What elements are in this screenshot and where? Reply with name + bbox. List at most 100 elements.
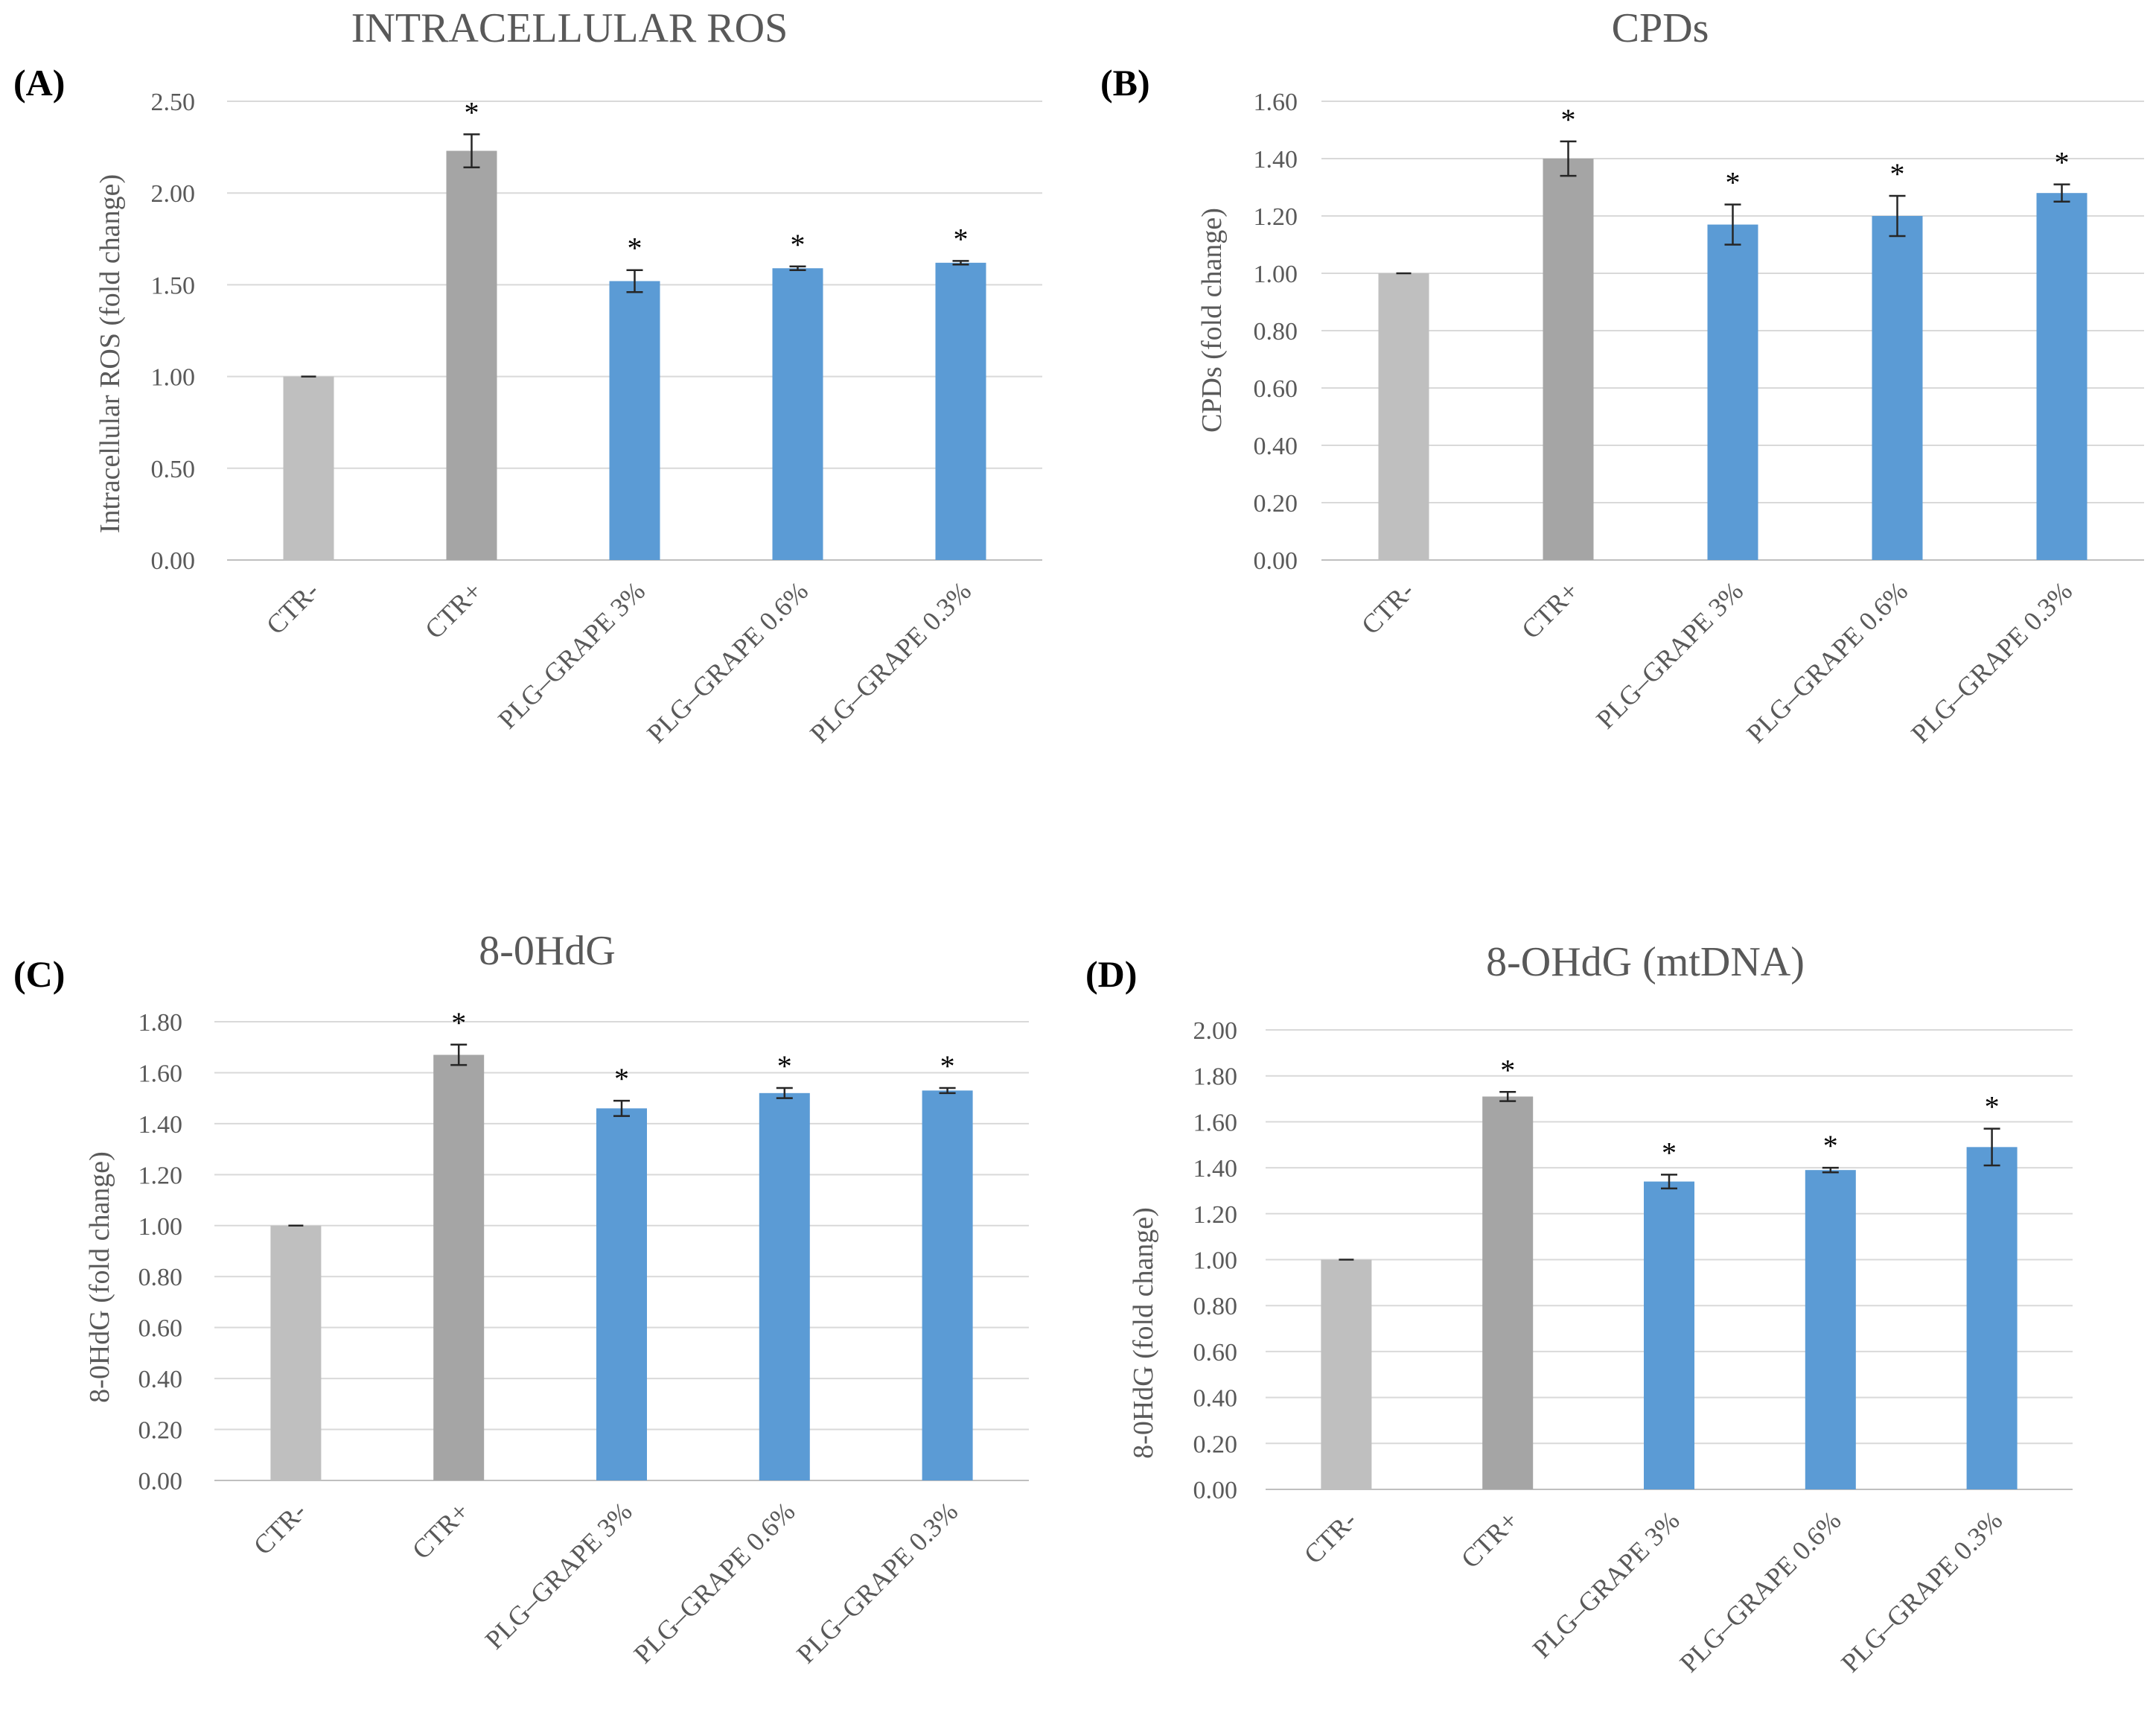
y-tick-label-c: 0.80	[138, 1264, 183, 1291]
bar-c	[922, 1090, 973, 1480]
panel-letter-b: (B)	[1100, 62, 1150, 104]
bar-b	[2036, 193, 2088, 560]
y-tick-label-d: 1.20	[1193, 1201, 1238, 1229]
y-tick-label-b: 1.20	[1254, 203, 1298, 231]
bar-d	[1966, 1147, 2018, 1489]
x-tick-label-b: CTR+	[1516, 576, 1584, 644]
bar-c	[270, 1225, 322, 1480]
y-tick-label-d: 0.00	[1193, 1477, 1238, 1504]
x-tick-label-c: CTR+	[406, 1496, 475, 1565]
significance-marker-c: *	[940, 1049, 955, 1083]
x-tick-label-b: PLG–GRAPE 0.3%	[1905, 576, 2078, 748]
bar-d	[1644, 1181, 1694, 1489]
y-tick-label-b: 1.00	[1254, 261, 1298, 288]
chart-title-d: 8-OHdG (mtDNA)	[1486, 939, 1805, 985]
bar-b	[1543, 159, 1594, 560]
y-tick-label-d: 2.00	[1193, 1017, 1238, 1045]
significance-marker-b: *	[1561, 103, 1576, 136]
y-tick-label-d: 1.80	[1193, 1063, 1238, 1091]
significance-marker-a: *	[954, 222, 969, 255]
bar-a	[609, 281, 660, 560]
x-tick-label-c: PLG–GRAPE 0.6%	[628, 1496, 801, 1669]
bar-c	[596, 1108, 647, 1480]
x-tick-label-b: PLG–GRAPE 3%	[1590, 576, 1749, 734]
y-axis-label-d: 8-0HdG (fold change)	[1128, 1207, 1159, 1459]
bar-c	[433, 1054, 485, 1480]
bar-b	[1872, 216, 1923, 560]
significance-marker-c: *	[614, 1062, 629, 1095]
significance-marker-b: *	[2055, 146, 2070, 179]
x-tick-label-a: CTR-	[261, 576, 325, 640]
significance-marker-d: *	[1662, 1136, 1677, 1169]
bar-c	[759, 1092, 810, 1480]
bar-d	[1482, 1096, 1534, 1489]
panel-letter-c: (C)	[13, 953, 65, 995]
y-tick-label-d: 0.40	[1193, 1385, 1238, 1413]
bar-d	[1805, 1170, 1856, 1489]
significance-marker-a: *	[628, 232, 642, 265]
y-tick-label-c: 0.40	[138, 1366, 183, 1393]
significance-marker-b: *	[1726, 166, 1741, 200]
bar-a	[446, 150, 497, 560]
y-tick-label-c: 0.00	[138, 1468, 183, 1495]
y-tick-label-c: 1.20	[138, 1162, 183, 1189]
y-tick-label-d: 1.60	[1193, 1109, 1238, 1136]
y-tick-label-a: 1.50	[151, 272, 196, 299]
bar-a	[935, 262, 986, 560]
y-tick-label-d: 0.60	[1193, 1339, 1238, 1367]
y-tick-label-c: 0.20	[138, 1417, 183, 1445]
y-tick-label-d: 1.00	[1193, 1247, 1238, 1275]
chart-title-c: 8-0HdG	[479, 928, 616, 974]
y-tick-label-c: 1.80	[138, 1009, 183, 1037]
x-tick-label-d: PLG–GRAPE 3%	[1527, 1505, 1685, 1664]
y-tick-label-a: 0.00	[151, 547, 196, 575]
y-tick-label-b: 1.40	[1254, 146, 1298, 174]
y-tick-label-b: 0.20	[1254, 490, 1298, 518]
significance-marker-a: *	[791, 228, 806, 261]
significance-marker-d: *	[1823, 1129, 1838, 1162]
x-tick-label-d: CTR-	[1298, 1505, 1362, 1569]
panel-letter-d: (D)	[1085, 953, 1137, 995]
y-tick-label-b: 0.80	[1254, 318, 1298, 346]
y-tick-label-a: 1.00	[151, 364, 196, 392]
y-tick-label-c: 0.60	[138, 1315, 183, 1343]
x-tick-label-d: PLG–GRAPE 0.3%	[1835, 1505, 2008, 1678]
y-tick-label-a: 2.50	[151, 89, 196, 116]
bar-a	[283, 376, 334, 560]
panel-b-chart: (B) CPDs CPDs (fold change) 0.00 0.20 0.40…	[1100, 5, 2144, 748]
significance-marker-c: *	[777, 1049, 792, 1083]
y-tick-label-d: 0.80	[1193, 1293, 1238, 1320]
x-tick-label-b: PLG–GRAPE 0.6%	[1741, 576, 1913, 748]
y-tick-label-a: 0.50	[151, 456, 196, 483]
y-tick-label-b: 0.60	[1254, 375, 1298, 403]
x-tick-label-c: CTR-	[248, 1496, 312, 1560]
y-tick-label-c: 1.60	[138, 1060, 183, 1087]
significance-marker-a: *	[465, 95, 479, 129]
chart-title-a: INTRACELLULAR ROS	[351, 5, 788, 51]
significance-marker-b: *	[1890, 157, 1905, 191]
significance-marker-d: *	[1985, 1090, 2000, 1124]
significance-marker-d: *	[1500, 1053, 1515, 1087]
x-tick-label-d: PLG–GRAPE 0.6%	[1674, 1505, 1847, 1678]
panel-c-chart: (C) 8-0HdG 8-0HdG (fold change) 0.00 0.20…	[13, 928, 1029, 1669]
x-tick-label-a: PLG–GRAPE 3%	[492, 576, 651, 734]
y-axis-label-c: 8-0HdG (fold change)	[84, 1151, 115, 1403]
y-axis-label-a: Intracellular ROS (fold change)	[95, 174, 126, 533]
y-tick-label-b: 0.00	[1254, 547, 1298, 575]
x-tick-label-a: CTR+	[419, 576, 488, 644]
y-tick-label-d: 0.20	[1193, 1431, 1238, 1458]
y-tick-label-c: 1.00	[138, 1213, 183, 1241]
y-axis-label-b: CPDs (fold change)	[1196, 208, 1228, 433]
panel-letter-a: (A)	[13, 62, 65, 104]
x-tick-label-a: PLG–GRAPE 0.6%	[641, 576, 814, 748]
panel-d-chart: (D) 8-OHdG (mtDNA) 8-0HdG (fold change) …	[1085, 939, 2073, 1678]
panel-a-chart: (A) INTRACELLULAR ROS Intracellular ROS …	[13, 5, 1042, 748]
bar-a	[772, 268, 823, 560]
x-tick-label-b: CTR-	[1356, 576, 1420, 640]
bar-b	[1378, 273, 1429, 560]
y-tick-label-d: 1.40	[1193, 1155, 1238, 1183]
significance-marker-c: *	[451, 1006, 466, 1040]
x-tick-label-c: PLG–GRAPE 3%	[479, 1496, 638, 1655]
x-tick-label-c: PLG–GRAPE 0.3%	[791, 1496, 963, 1669]
